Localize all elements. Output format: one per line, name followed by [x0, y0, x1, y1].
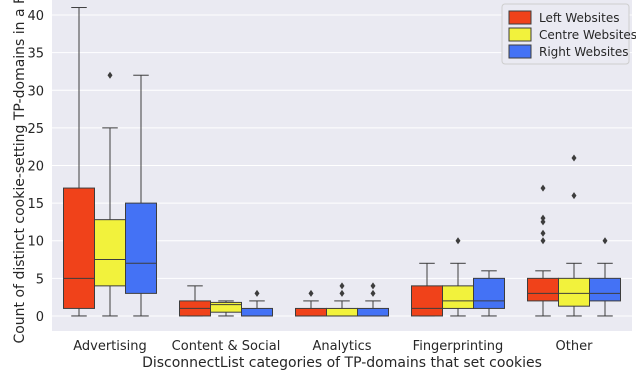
outlier-point [339, 289, 345, 297]
box [473, 277, 505, 309]
y-tick-label: 0 [36, 310, 44, 325]
y-tick-label: 35 [27, 47, 44, 62]
box [326, 307, 358, 317]
legend-swatch [508, 44, 532, 59]
x-tick-label: Analytics [312, 339, 371, 354]
outlier-point [370, 289, 376, 297]
outlier-point [540, 218, 546, 226]
box [295, 307, 327, 317]
y-tick-labels: 0 5 10 15 20 25 30 35 40 [27, 9, 44, 325]
y-axis-label: Count of distinct cookie-setting TP-doma… [12, 0, 28, 344]
outlier-point [107, 71, 113, 79]
box [210, 301, 242, 313]
outlier-point [540, 214, 546, 222]
outlier-point [339, 282, 345, 290]
outlier-point [571, 192, 577, 200]
y-tick-label: 20 [27, 160, 44, 175]
legend-frame [501, 3, 630, 65]
legend-swatch [508, 27, 532, 42]
legend-entry-label: Right Websites [539, 45, 629, 59]
outlier-point [571, 154, 577, 162]
box [558, 277, 590, 307]
outlier-point [370, 282, 376, 290]
box [589, 277, 621, 302]
y-tick-label: 10 [27, 235, 44, 250]
x-tick-label: Fingerprinting [413, 339, 504, 354]
x-tick-label: Advertising [73, 339, 147, 354]
outlier-point [540, 184, 546, 192]
y-tick-label: 5 [36, 272, 44, 287]
x-tick-labels: Advertising Content & Social Analytics Fing… [73, 339, 593, 354]
outlier-point [602, 237, 608, 245]
outlier-point [308, 289, 314, 297]
box [63, 187, 95, 309]
y-tick-label: 25 [27, 122, 44, 137]
legend-swatch [508, 10, 532, 25]
outlier-point [540, 229, 546, 237]
legend: Left Websites Centre Websites Right Websit… [501, 3, 636, 65]
y-tick-label: 15 [27, 197, 44, 212]
x-tick-label: Content & Social [172, 339, 281, 354]
outlier-point [540, 237, 546, 245]
box [125, 202, 157, 294]
outlier-point [455, 237, 461, 245]
box [241, 307, 273, 317]
legend-entry-label: Centre Websites [539, 28, 636, 42]
y-tick-label: 30 [27, 84, 44, 99]
legend-entry-label: Left Websites [539, 11, 619, 25]
x-axis-label: DisconnectList categories of TP-domains … [142, 355, 542, 371]
box [411, 285, 443, 317]
x-tick-label: Other [556, 339, 594, 354]
outlier-point [254, 289, 260, 297]
box [357, 307, 389, 317]
box-groups [63, 7, 621, 317]
box [527, 277, 559, 302]
y-tick-label: 40 [27, 9, 44, 24]
box [442, 285, 474, 309]
box [94, 219, 126, 287]
